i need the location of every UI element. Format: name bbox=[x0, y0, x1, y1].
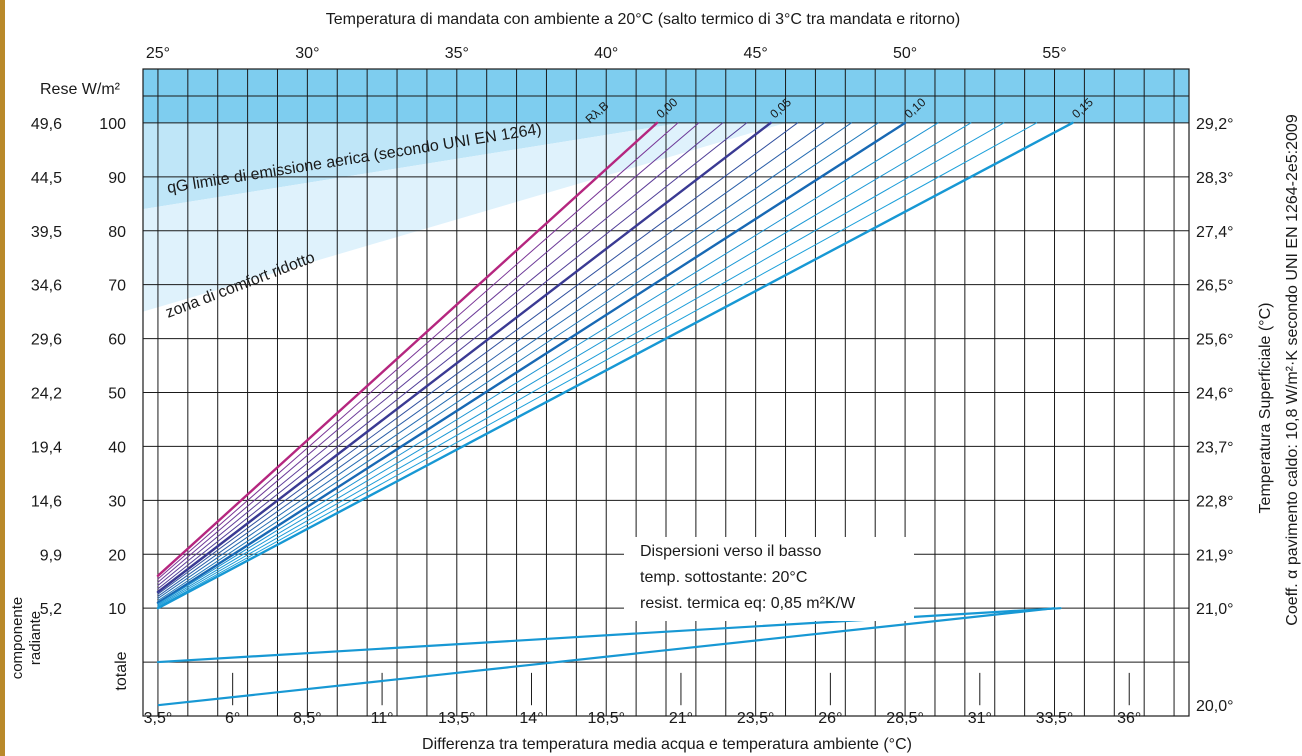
bottom-tick-label: 28,5° bbox=[886, 710, 924, 727]
legend-line-2: temp. sottostante: 20°C bbox=[640, 569, 808, 586]
bottom-tick-label: 36° bbox=[1117, 710, 1141, 727]
series-line-0 bbox=[156, 121, 659, 578]
bottom-tick-label: 33,5° bbox=[1036, 710, 1074, 727]
top-tick-label: 40° bbox=[594, 45, 618, 62]
left-tick-label: 10 bbox=[108, 601, 126, 618]
series-line-14 bbox=[157, 122, 1038, 608]
right-tick-label: 26,5° bbox=[1196, 278, 1234, 295]
right-outer-title: Coeff. α pavimento caldo: 10,8 W/m²·K se… bbox=[1284, 114, 1301, 626]
series-line-3 bbox=[157, 122, 724, 587]
left-tick-label: 40 bbox=[108, 439, 126, 456]
series-line-16 bbox=[156, 607, 1062, 664]
bottom-tick-label: 8,5° bbox=[293, 710, 322, 727]
radiant-value-label: 24,2 bbox=[31, 386, 62, 403]
top-axis-title: Temperatura di mandata con ambiente a 20… bbox=[326, 11, 960, 28]
right-tick-label: 21,9° bbox=[1196, 547, 1234, 564]
series-line-11 bbox=[157, 122, 939, 605]
dispersion-legend-box: Dispersioni verso il basso temp. sottost… bbox=[624, 537, 914, 621]
series-line-1 bbox=[157, 122, 679, 580]
left-edge-strip bbox=[0, 0, 5, 756]
plot-frame bbox=[142, 68, 1190, 717]
radiant-value-label: 19,4 bbox=[31, 439, 62, 456]
series-line-15 bbox=[156, 121, 1074, 610]
left-tick-label: 100 bbox=[99, 116, 126, 133]
left-tick-label: 90 bbox=[108, 170, 126, 187]
legend-line-3: resist. termica eq: 0,85 m²K/W bbox=[640, 595, 856, 612]
series-line-8 bbox=[157, 122, 852, 599]
right-tick-label: 27,4° bbox=[1196, 224, 1234, 241]
bottom-tick-label: 14° bbox=[519, 710, 543, 727]
top-tick-label: 45° bbox=[744, 45, 768, 62]
series-line-10 bbox=[156, 121, 907, 604]
top-tick-label: 25° bbox=[146, 45, 170, 62]
top-tick-label: 55° bbox=[1042, 45, 1066, 62]
left-tick-label: 20 bbox=[108, 547, 126, 564]
radiant-value-label: 39,5 bbox=[31, 224, 62, 241]
series-line-13 bbox=[157, 122, 1005, 607]
right-tick-label: 28,3° bbox=[1196, 170, 1234, 187]
left-tick-label: 60 bbox=[108, 332, 126, 349]
bottom-tick-label: 26° bbox=[818, 710, 842, 727]
bottom-tick-label: 21° bbox=[669, 710, 693, 727]
left-header-label: Rese W/m² bbox=[40, 81, 121, 98]
radiant-label-line-1: componente bbox=[9, 597, 26, 680]
right-tick-label: 25,6° bbox=[1196, 332, 1234, 349]
right-axis-title: Temperatura Superficiale (°C) bbox=[1257, 303, 1274, 514]
right-tick-label: 29,2° bbox=[1196, 116, 1234, 133]
series-line-9 bbox=[157, 122, 879, 602]
right-tick-label: 22,8° bbox=[1196, 493, 1234, 510]
radiant-value-label: 49,6 bbox=[31, 116, 62, 133]
series-layer bbox=[156, 121, 1074, 707]
left-tick-label: 50 bbox=[108, 386, 126, 403]
radiant-value-label: 44,5 bbox=[31, 170, 62, 187]
left-tick-label: 70 bbox=[108, 278, 126, 295]
bottom-tick-label: 11° bbox=[371, 710, 394, 727]
right-tick-label: 20,0° bbox=[1196, 698, 1234, 715]
bottom-tick-label: 31° bbox=[968, 710, 992, 727]
radiant-value-label: 9,9 bbox=[40, 547, 62, 564]
totale-line bbox=[157, 607, 1055, 707]
series-line-12 bbox=[157, 122, 972, 606]
bottom-axis-title: Differenza tra temperatura media acqua e… bbox=[422, 736, 912, 753]
series-line-4 bbox=[157, 122, 748, 590]
series-line-7 bbox=[157, 122, 825, 597]
left-tick-label: 30 bbox=[108, 493, 126, 510]
bottom-tick-label: 13,5° bbox=[438, 710, 476, 727]
top-tick-label: 35° bbox=[445, 45, 469, 62]
bottom-tick-label: 18,5° bbox=[587, 710, 625, 727]
right-tick-label: 21,0° bbox=[1196, 601, 1234, 618]
bottom-tick-label: 6° bbox=[225, 710, 240, 727]
series-line-6 bbox=[157, 122, 798, 595]
totale-label: totale bbox=[113, 651, 130, 690]
legend-line-1: Dispersioni verso il basso bbox=[640, 543, 822, 560]
bottom-tick-label: 23,5° bbox=[737, 710, 775, 727]
right-tick-label: 24,6° bbox=[1196, 386, 1234, 403]
bottom-tick-label: 3,5° bbox=[144, 710, 173, 727]
series-line-5 bbox=[156, 121, 772, 594]
radiant-value-label: 29,6 bbox=[31, 332, 62, 349]
radiant-value-label: 14,6 bbox=[31, 493, 62, 510]
radiant-value-label: 5,2 bbox=[40, 601, 62, 618]
left-tick-label: 80 bbox=[108, 224, 126, 241]
radiant-label-line-2: radiante bbox=[27, 611, 44, 665]
top-tick-label: 50° bbox=[893, 45, 917, 62]
radiant-value-label: 34,6 bbox=[31, 278, 62, 295]
series-line-2 bbox=[157, 122, 700, 583]
right-tick-label: 23,7° bbox=[1196, 439, 1234, 456]
top-tick-label: 30° bbox=[295, 45, 319, 62]
